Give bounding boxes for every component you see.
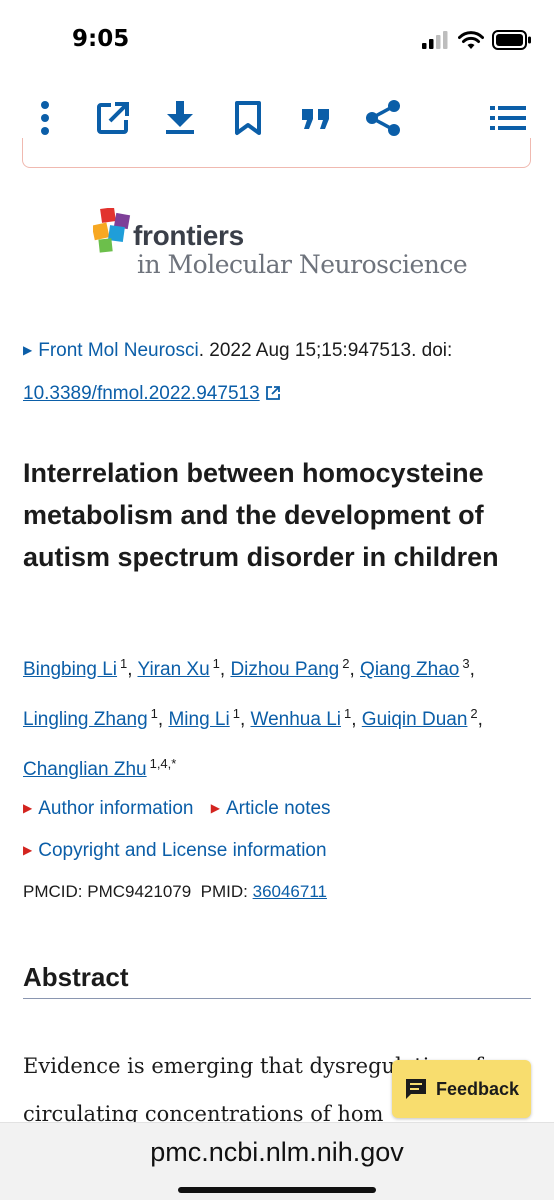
cite-button[interactable] <box>294 96 338 140</box>
author-affiliation[interactable]: 1 <box>232 706 240 721</box>
citation: ▶ Front Mol Neurosci. 2022 Aug 15;15:9475… <box>23 330 528 415</box>
download-button[interactable] <box>158 96 202 140</box>
status-bar: 9:05 <box>0 0 554 80</box>
home-indicator[interactable] <box>178 1187 376 1193</box>
notice-box-edge <box>22 138 531 168</box>
status-icons <box>422 30 532 50</box>
author-affiliation[interactable]: 2 <box>342 656 350 671</box>
frontiers-logo-icon <box>93 208 131 253</box>
url-text[interactable]: pmc.ncbi.nlm.nih.gov <box>150 1137 404 1167</box>
pmcid-label: PMCID: <box>23 882 88 901</box>
author-affiliation[interactable]: 1,4,* <box>149 756 177 771</box>
article-ids: PMCID: PMC9421079 PMID: 36046711 <box>23 882 327 902</box>
author-link[interactable]: Bingbing Li <box>23 659 118 680</box>
author-link[interactable]: Yiran Xu <box>137 659 210 680</box>
feedback-button[interactable]: Feedback <box>392 1060 531 1118</box>
list-menu-icon <box>490 106 526 130</box>
external-link-icon <box>266 386 280 400</box>
pmcid-value: PMC9421079 <box>87 882 192 901</box>
author-item: Changlian Zhu 1,4,* <box>23 756 177 780</box>
battery-icon <box>492 30 531 50</box>
bookmark-icon <box>235 101 261 135</box>
pmid-link[interactable]: 36046711 <box>252 882 327 901</box>
author-item: Wenhua Li 1, <box>250 706 362 730</box>
status-time: 9:05 <box>72 26 130 52</box>
feedback-label: Feedback <box>435 1078 520 1099</box>
copyright-line: ▶ Copyright and License information <box>23 840 327 862</box>
bookmark-button[interactable] <box>226 96 270 140</box>
author-information-toggle[interactable]: Author information <box>38 798 194 819</box>
author-affiliation[interactable]: 1 <box>120 656 128 671</box>
open-external-button[interactable] <box>91 96 135 140</box>
expand-triangle-icon: ▶ <box>23 801 33 815</box>
share-button[interactable] <box>361 96 405 140</box>
open-external-icon <box>97 102 129 134</box>
info-toggles: ▶ Author information ▶ Article notes <box>23 798 331 820</box>
author-item: Yiran Xu 1, <box>137 656 231 680</box>
journal-logo: frontiers in Molecular Neuroscience <box>93 206 473 279</box>
download-icon <box>166 101 194 134</box>
author-affiliation[interactable]: 3 <box>462 656 470 671</box>
page-navigation-button[interactable] <box>486 96 530 140</box>
feedback-chat-icon <box>405 1079 426 1099</box>
article-toolbar <box>0 92 554 144</box>
author-item: Bingbing Li 1, <box>23 656 138 680</box>
journal-link[interactable]: Front Mol Neurosci <box>38 340 199 361</box>
logo-journal-name: in Molecular Neuroscience <box>137 250 468 279</box>
author-affiliation[interactable]: 2 <box>470 706 478 721</box>
expand-triangle-icon: ▶ <box>210 801 220 815</box>
expand-triangle-icon: ▶ <box>23 343 33 357</box>
author-link[interactable]: Guiqin Duan <box>361 709 468 730</box>
cite-quote-icon <box>302 109 329 129</box>
author-affiliation[interactable]: 1 <box>344 706 352 721</box>
article-notes-toggle[interactable]: Article notes <box>226 798 331 819</box>
author-link[interactable]: Qiang Zhao <box>360 659 460 680</box>
author-link[interactable]: Ming Li <box>168 709 230 730</box>
author-item: Dizhou Pang 2, <box>230 656 361 680</box>
abstract-heading: Abstract <box>23 962 129 992</box>
pmid-label: PMID: <box>200 882 253 901</box>
author-link[interactable]: Dizhou Pang <box>230 659 340 680</box>
share-icon <box>366 100 400 136</box>
more-vertical-icon <box>41 101 49 135</box>
cellular-signal-icon <box>422 31 448 49</box>
logo-wordmark: frontiers <box>133 220 244 251</box>
author-item: Ming Li 1, <box>168 706 251 730</box>
citation-details: . 2022 Aug 15;15:947513. doi: <box>198 340 453 361</box>
abstract-divider <box>23 998 531 999</box>
browser-url-bar[interactable]: pmc.ncbi.nlm.nih.gov <box>0 1122 554 1200</box>
more-options-button[interactable] <box>23 96 67 140</box>
author-affiliation[interactable]: 1 <box>150 706 158 721</box>
wifi-icon <box>458 30 484 49</box>
expand-triangle-icon: ▶ <box>23 843 33 857</box>
author-item: Guiqin Duan 2, <box>361 706 483 730</box>
author-link[interactable]: Lingling Zhang <box>23 709 148 730</box>
author-list: Bingbing Li 1, Yiran Xu 1, Dizhou Pang 2, Q… <box>23 642 533 792</box>
copyright-toggle[interactable]: Copyright and License information <box>38 840 327 861</box>
author-link[interactable]: Wenhua Li <box>250 709 342 730</box>
article-title: Interrelation between homocysteine metab… <box>23 458 499 572</box>
author-item: Lingling Zhang 1, <box>23 706 169 730</box>
author-item: Qiang Zhao 3, <box>360 656 475 680</box>
author-affiliation[interactable]: 1 <box>212 656 220 671</box>
author-link[interactable]: Changlian Zhu <box>23 759 147 780</box>
doi-link[interactable]: 10.3389/fnmol.2022.947513 <box>23 383 260 404</box>
